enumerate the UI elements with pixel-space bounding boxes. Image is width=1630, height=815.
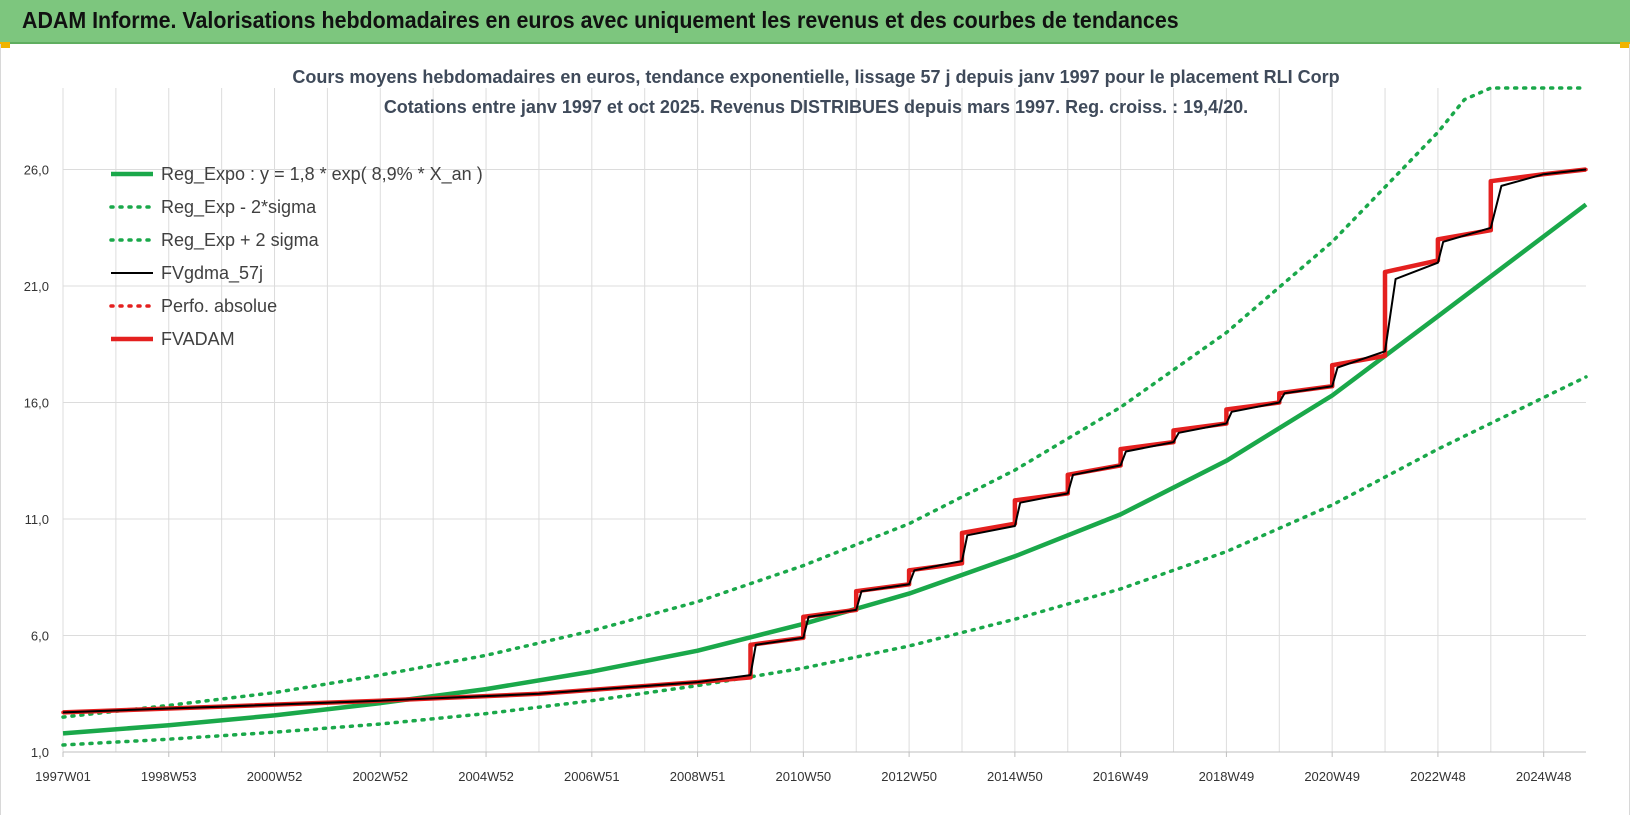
x-tick-label: 2002W52 [352, 769, 408, 784]
legend-label: Reg_Exp + 2 sigma [161, 230, 320, 251]
header-title: ADAM Informe. Valorisations hebdomadaire… [22, 7, 1179, 33]
x-tick-label: 2020W49 [1304, 769, 1360, 784]
chart-panel: 1,0 6,0 11,0 16,0 21,0 26,0 1997W01 1998W53 2000… [0, 44, 1630, 815]
x-tick-label: 2014W50 [987, 769, 1043, 784]
series-line-fvadam [62, 167, 1587, 715]
legend-label: Reg_Expo : y = 1,8 * exp( 8,9% * X_an ) [161, 164, 483, 185]
x-tick-label: 2010W50 [776, 769, 832, 784]
series-layer [61, 86, 1588, 747]
corner-marker-left [0, 42, 10, 48]
x-tick-label: 2004W52 [458, 769, 514, 784]
legend-label: Reg_Exp - 2*sigma [161, 197, 317, 218]
y-tick-label: 26,0 [24, 163, 49, 178]
x-tick-label: 2006W51 [564, 769, 620, 784]
x-tick-label: 2022W48 [1410, 769, 1466, 784]
series-line-reg-exp-2-sigma [61, 86, 1588, 719]
chart-subtitle: Cotations entre janv 1997 et oct 2025. R… [384, 97, 1248, 117]
y-tick-label: 21,0 [24, 279, 49, 294]
series-line-reg-exp-2-sigma [61, 375, 1588, 747]
y-tick-label: 1,0 [31, 745, 49, 760]
y-tick-label: 16,0 [24, 396, 49, 411]
axes: 1,0 6,0 11,0 16,0 21,0 26,0 1997W01 1998W53 2000… [24, 163, 1586, 784]
legend-label: FVADAM [161, 329, 235, 349]
y-tick-label: 6,0 [31, 629, 49, 644]
x-tick-label: 2008W51 [670, 769, 726, 784]
x-tick-label: 2000W52 [247, 769, 303, 784]
grid [62, 88, 1586, 753]
series-line-fvgdma-57j [62, 168, 1587, 714]
legend-label: Perfo. absolue [161, 296, 277, 316]
legend-label: FVgdma_57j [161, 263, 263, 284]
corner-marker-right [1620, 42, 1630, 48]
x-tick-label: 1998W53 [141, 769, 197, 784]
series-line-reg-expo-y-1-8-exp-8-9-x-an [62, 202, 1588, 736]
y-tick-label: 11,0 [25, 512, 49, 527]
legend: Reg_Expo : y = 1,8 * exp( 8,9% * X_an ) R… [109, 164, 483, 349]
x-tick-label: 1997W01 [35, 769, 91, 784]
header-bar: ADAM Informe. Valorisations hebdomadaire… [0, 0, 1630, 44]
x-tick-label: 2016W49 [1093, 769, 1149, 784]
x-tick-label: 2018W49 [1199, 769, 1255, 784]
chart-svg: 1,0 6,0 11,0 16,0 21,0 26,0 1997W01 1998W53 2000… [24, 67, 1588, 784]
series-line-perfo-absolue [61, 167, 1588, 715]
x-tick-label: 2024W48 [1516, 769, 1572, 784]
x-tick-label: 2012W50 [881, 769, 937, 784]
chart-title: Cours moyens hebdomadaires en euros, ten… [292, 67, 1339, 87]
